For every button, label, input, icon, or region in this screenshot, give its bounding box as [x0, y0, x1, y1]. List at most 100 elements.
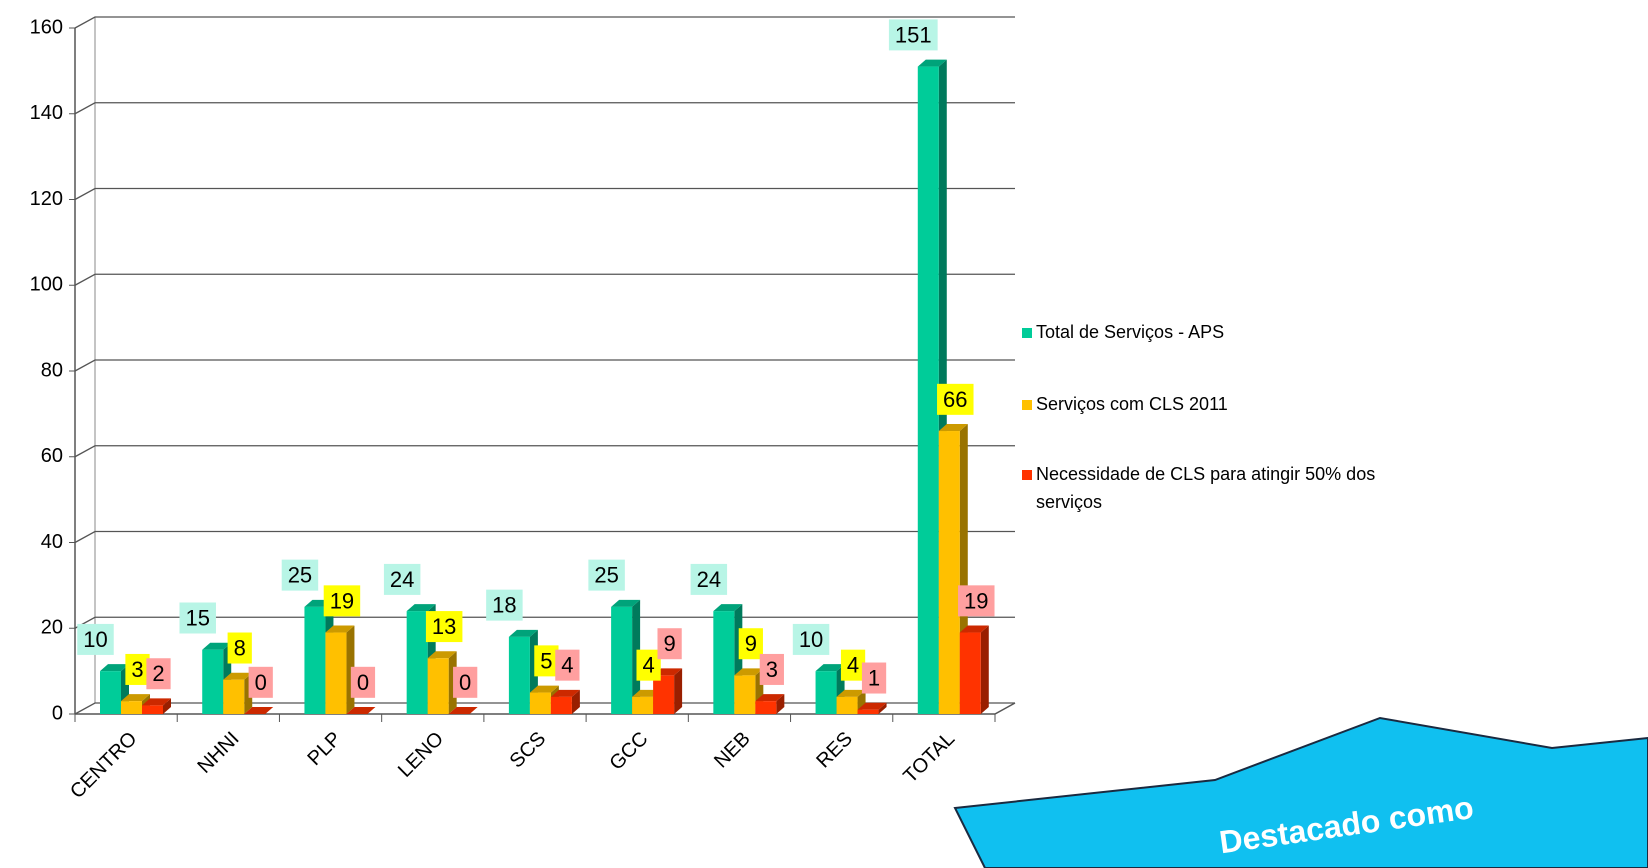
data-label: 9 [745, 631, 757, 656]
bar-top [713, 604, 743, 612]
data-label-bg [690, 563, 728, 595]
data-label: 25 [594, 563, 618, 588]
bar-top [755, 694, 785, 702]
data-label-bg [657, 628, 682, 660]
data-label: 1 [868, 666, 880, 691]
data-label: 10 [83, 627, 107, 652]
data-label-bg [453, 666, 478, 698]
bar-side [163, 698, 171, 714]
bar-front [959, 632, 981, 714]
data-label-bg [146, 658, 171, 690]
data-label: 15 [185, 606, 209, 631]
grid-line [74, 702, 1015, 715]
bar-top [734, 668, 764, 676]
bar-top [815, 664, 845, 672]
bar [244, 707, 274, 714]
legend-line: serviços [1036, 492, 1102, 512]
y-tick-label: 120 [30, 188, 63, 210]
data-label: 3 [766, 657, 778, 682]
grid-line [74, 530, 1015, 544]
data-label: 5 [540, 648, 552, 673]
legend-swatch [1022, 400, 1032, 410]
bar-side [674, 668, 683, 714]
bar-front [550, 696, 572, 714]
grid-line [74, 16, 1015, 29]
bar-front [857, 709, 879, 714]
data-label: 8 [234, 636, 246, 661]
data-label-bg [248, 666, 273, 698]
grid-line [74, 445, 1015, 458]
bar-front [223, 679, 245, 714]
y-tick-label: 100 [30, 274, 63, 296]
bar [142, 698, 171, 714]
y-tick-label: 60 [41, 445, 63, 467]
bar-side [632, 599, 641, 714]
data-label-bg [534, 645, 559, 677]
bar-front [304, 606, 326, 714]
bar-top [406, 604, 436, 612]
data-label-bg [350, 666, 376, 698]
bar [611, 599, 641, 714]
data-label: 19 [330, 588, 354, 613]
data-label: 24 [697, 567, 721, 592]
bar-side [776, 694, 785, 714]
bar-front [653, 675, 675, 714]
legend-swatch [1022, 328, 1032, 338]
data-label-bg [383, 563, 421, 595]
bar-front [325, 632, 347, 714]
bar-top [142, 698, 171, 706]
data-label-bg [281, 559, 319, 591]
bar-top [100, 664, 129, 672]
bar-side [571, 689, 580, 714]
data-label-bg [227, 632, 252, 664]
x-tick-label: NHNI [193, 728, 243, 778]
data-label-bg [588, 559, 625, 591]
bar-top [325, 625, 355, 633]
bar-top [202, 642, 232, 650]
data-label-bg [125, 653, 150, 685]
data-label-bg [738, 628, 763, 660]
bar-front [611, 606, 633, 714]
bar [550, 689, 580, 714]
bar-top [508, 629, 538, 637]
data-label: 151 [895, 22, 932, 47]
data-label-bg [937, 383, 974, 415]
legend-swatch [1022, 470, 1032, 480]
data-label: 10 [799, 627, 823, 652]
y-tick-label: 20 [41, 617, 63, 639]
data-label: 25 [288, 563, 312, 588]
bar [346, 707, 376, 714]
y-tick-label: 140 [30, 102, 63, 124]
bar-top [836, 689, 866, 697]
data-label-bg [759, 653, 784, 685]
bar-front [529, 692, 551, 714]
bar [959, 625, 989, 714]
data-label-bg [323, 585, 361, 617]
bar-top [121, 694, 150, 702]
grid-line [74, 187, 1015, 201]
bar [448, 707, 478, 714]
bar-front [755, 701, 777, 714]
data-label: 9 [663, 631, 675, 656]
bar-top [959, 625, 989, 633]
bar [223, 672, 253, 714]
data-label-bg [861, 662, 887, 694]
y-tick-label: 40 [41, 531, 63, 553]
bar-top [529, 685, 559, 693]
data-label-bg [840, 649, 866, 681]
data-label-bg [555, 649, 580, 681]
bar-front [917, 66, 939, 714]
data-label-bg [792, 623, 830, 655]
x-tick-label: TOTAL [899, 728, 959, 788]
data-label-bg [425, 611, 463, 643]
bar-front [815, 671, 837, 714]
data-label: 13 [432, 614, 456, 639]
bar-top [448, 707, 478, 714]
data-label: 4 [561, 653, 573, 678]
data-label: 3 [131, 657, 143, 682]
grid-line [74, 102, 1015, 115]
y-tick-label: 160 [30, 16, 63, 38]
data-label: 0 [255, 670, 267, 695]
bar-top [427, 651, 457, 659]
